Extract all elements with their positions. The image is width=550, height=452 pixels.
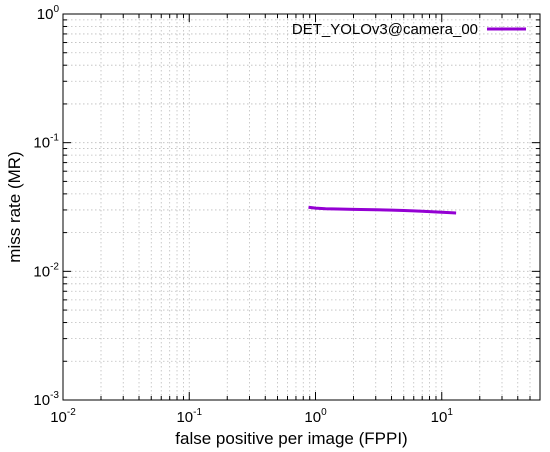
x-tick-label: 10-1 [176, 407, 202, 426]
y-tick-label: 10-2 [33, 261, 59, 280]
legend: DET_YOLOv3@camera_00 [292, 21, 526, 38]
series-line-0 [308, 205, 457, 215]
x-tick-label: 10-2 [50, 407, 76, 426]
series-lines [308, 205, 457, 215]
x-tick-label: 100 [304, 407, 327, 426]
y-tick-label: 10-1 [33, 133, 59, 152]
x-tick-label: 101 [431, 407, 454, 426]
y-tick-labels: 10-3 10-2 10-1 100 [33, 4, 59, 409]
x-tick-labels: 10-2 10-1 100 101 [50, 407, 453, 426]
grid-lines [62, 13, 541, 401]
y-tick-label: 100 [37, 4, 60, 23]
y-tick-label: 10-3 [33, 390, 59, 409]
legend-label: DET_YOLOv3@camera_00 [292, 21, 478, 38]
plot-frame [62, 13, 541, 401]
axis-ticks [62, 13, 541, 401]
y-axis-title: miss rate (MR) [5, 151, 24, 262]
x-axis-title: false positive per image (FPPI) [175, 429, 407, 448]
